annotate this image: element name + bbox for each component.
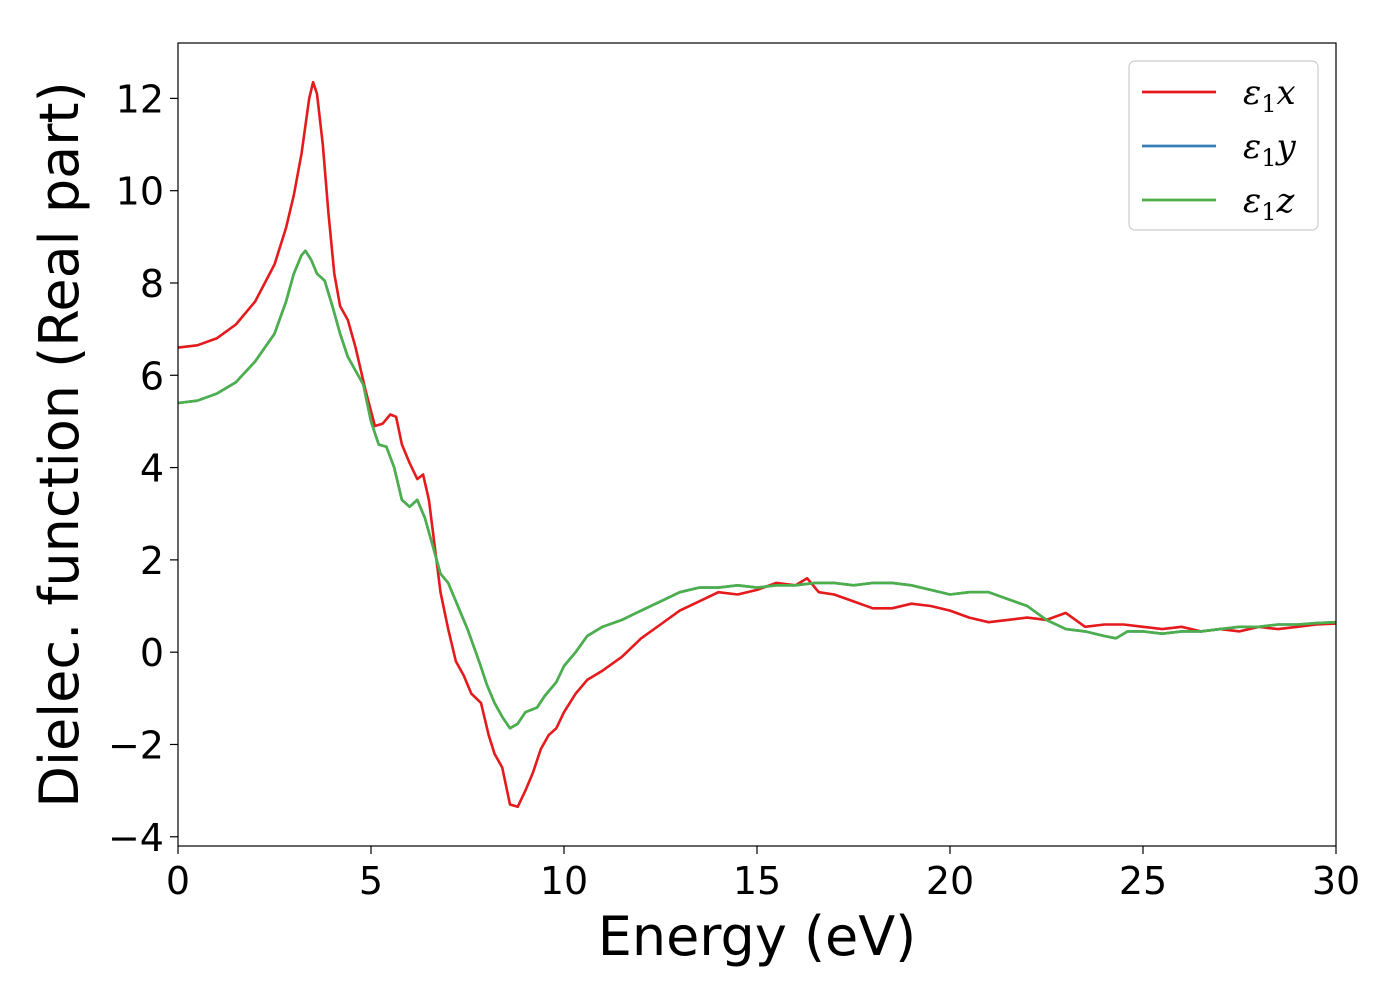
y-tick-label: 0 xyxy=(140,631,164,675)
series-layer xyxy=(178,80,1336,809)
plot-frame xyxy=(177,42,1337,847)
legend-box xyxy=(1128,60,1319,231)
legend-label: ε1y xyxy=(1243,127,1297,172)
x-tick-label: 15 xyxy=(733,859,781,903)
x-tick-label: 20 xyxy=(926,859,974,903)
y-tick-label: 8 xyxy=(140,262,164,306)
x-tick-label: 25 xyxy=(1119,859,1167,903)
legend: ε1x ε1y ε1z xyxy=(1128,60,1319,231)
y-tick-label: 10 xyxy=(116,170,164,214)
x-tick-label: 0 xyxy=(166,859,190,903)
y-tick-label: 4 xyxy=(140,447,164,491)
x-axis-title: Energy (eV) xyxy=(598,905,917,968)
x-tick-label: 5 xyxy=(359,859,383,903)
legend-label: ε1z xyxy=(1243,181,1296,226)
y-axis-title: Dielec. function (Real part) xyxy=(28,81,91,807)
y-tick-label: 12 xyxy=(116,77,164,121)
y-tick-label: 6 xyxy=(140,354,164,398)
legend-label: ε1x xyxy=(1243,73,1296,118)
y-tick-label: −4 xyxy=(108,816,164,860)
series-line-y xyxy=(178,249,1336,730)
series-line-x xyxy=(178,80,1336,809)
x-tick-label: 30 xyxy=(1312,859,1360,903)
y-tick-label: −2 xyxy=(108,723,164,767)
series-line-z xyxy=(178,249,1336,730)
y-tick-label: 2 xyxy=(140,539,164,583)
axis-ticks: 0 5 10 15 20 25 30 −4 −2 0 2 4 6 8 10 12 xyxy=(108,77,1360,903)
x-tick-label: 10 xyxy=(540,859,588,903)
